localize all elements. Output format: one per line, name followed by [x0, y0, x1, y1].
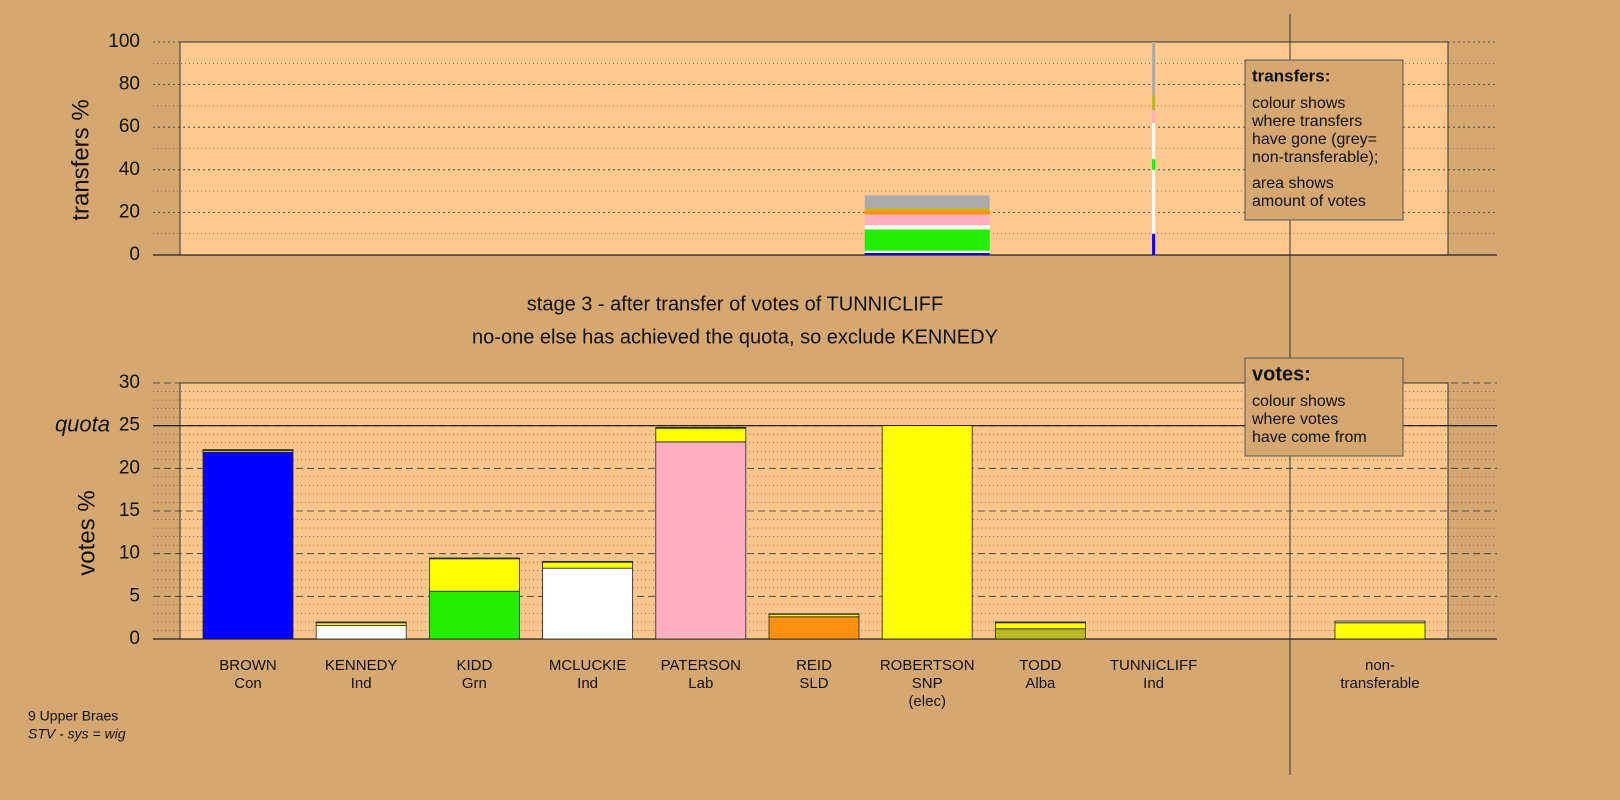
bar-segment [864, 225, 990, 230]
x-tick-label: non- [1365, 657, 1395, 674]
x-tick-label: Ind [1143, 675, 1164, 692]
y-axis-title: transfers % [67, 99, 94, 220]
bar-segment [1152, 42, 1156, 96]
legend-text: amount of votes [1252, 193, 1366, 210]
x-tick-label: REID [796, 657, 832, 674]
bar-segment [864, 252, 990, 255]
bar-segment [864, 195, 990, 209]
bar-segment [655, 426, 747, 429]
x-tick-label: BROWN [219, 657, 277, 674]
bar-segment [864, 250, 990, 253]
bar-segment [202, 449, 294, 451]
y-tick-label: 20 [119, 457, 140, 478]
y-tick-label: 25 [119, 415, 140, 436]
x-tick-label: Ind [351, 675, 372, 692]
bar-segment [1152, 159, 1156, 170]
y-tick-label: 0 [129, 628, 140, 649]
bar-segment [315, 624, 407, 640]
x-tick-label: KENNEDY [325, 657, 398, 674]
bar-segment [995, 622, 1086, 630]
y-tick-label: 80 [119, 74, 140, 95]
bar-segment [1152, 122, 1156, 160]
bar-segment [1152, 233, 1156, 255]
bar-segment [864, 210, 990, 215]
x-tick-label: (elec) [908, 693, 946, 710]
bar-segment [881, 425, 973, 640]
bar-segment [995, 628, 1086, 640]
x-tick-label: transferable [1340, 675, 1419, 692]
x-tick-label: SLD [799, 675, 828, 692]
x-tick-label: SNP [912, 675, 943, 692]
legend-box [1244, 59, 1404, 221]
legend-text: have come from [1252, 429, 1367, 446]
y-tick-label: 15 [119, 500, 140, 521]
legend-text: where votes [1251, 411, 1338, 428]
y-tick-label: 100 [108, 31, 140, 52]
x-tick-label: ROBERTSON [880, 657, 975, 674]
x-tick-label: Lab [688, 675, 713, 692]
bar-segment [655, 427, 747, 443]
y-tick-label: 5 [129, 585, 140, 606]
legend-heading: votes: [1252, 363, 1311, 385]
bar-segment [1152, 95, 1156, 111]
x-tick-label: PATERSON [661, 657, 741, 674]
bar-segment [542, 567, 633, 640]
footer-text: 9 Upper Braes [28, 708, 118, 724]
bar-segment [864, 229, 990, 251]
x-tick-label: TODD [1019, 657, 1061, 674]
bar-segment [542, 561, 633, 569]
y-tick-label: 60 [119, 116, 140, 137]
chart-subtitle: no-one else has achieved the quota, so e… [472, 326, 998, 348]
bar-segment [1334, 620, 1426, 624]
y-axis-title: votes % [73, 490, 100, 575]
bar-segment [768, 616, 860, 640]
x-tick-label: KIDD [456, 657, 492, 674]
x-tick-label: TUNNICLIFF [1110, 657, 1198, 674]
y-tick-label: 20 [119, 201, 140, 222]
bar-segment [428, 557, 520, 560]
bar-segment [315, 621, 407, 624]
legend-text: non-transferable); [1252, 149, 1378, 166]
y-tick-label: 40 [119, 159, 140, 180]
x-tick-label: Con [234, 675, 262, 692]
legend-text: where transfers [1251, 113, 1362, 130]
bar-segment [995, 621, 1086, 624]
y-tick-label: 30 [119, 372, 140, 393]
x-tick-label: Grn [462, 675, 487, 692]
legend-text: area shows [1252, 175, 1334, 192]
bar-segment [1152, 169, 1156, 234]
legend-heading: transfers: [1252, 66, 1330, 85]
bar-segment [202, 451, 294, 640]
x-tick-label: Ind [577, 675, 598, 692]
legend-box [1244, 357, 1404, 457]
bar-segment [428, 590, 520, 640]
bar-segment [428, 558, 520, 592]
chart-title: stage 3 - after transfer of votes of TUN… [527, 293, 943, 315]
x-tick-label: MCLUCKIE [549, 657, 627, 674]
legend-text: have gone (grey= [1252, 131, 1377, 148]
y-tick-label: 10 [119, 543, 140, 564]
bar-segment [542, 560, 633, 563]
bar-segment [1152, 110, 1156, 123]
bar-segment [655, 441, 747, 640]
bar-segment [864, 208, 990, 211]
legend-text: colour shows [1252, 95, 1345, 112]
legend-text: colour shows [1252, 393, 1345, 410]
bar-segment [1334, 622, 1426, 640]
x-tick-label: Alba [1025, 675, 1056, 692]
bar-segment [864, 214, 990, 226]
y-tick-label: 0 [129, 244, 140, 265]
footer-text: STV - sys = wig [28, 726, 126, 742]
quota-label: quota [55, 411, 110, 436]
